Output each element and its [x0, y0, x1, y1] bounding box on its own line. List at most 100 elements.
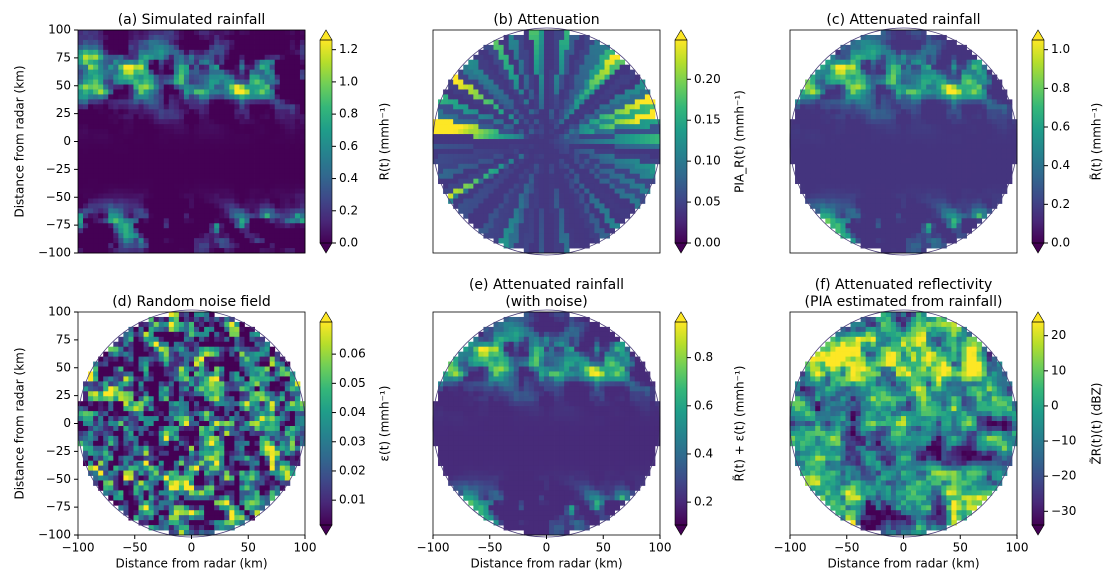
field-cell: [173, 139, 180, 145]
field-cell: [936, 49, 942, 56]
field-cell: [926, 218, 932, 224]
field-cell: [488, 233, 494, 239]
field-cell: [214, 84, 220, 90]
field-cell: [249, 233, 255, 239]
field-cell: [458, 143, 464, 150]
field-cell: [840, 104, 846, 110]
field-cell: [234, 173, 240, 180]
field-cell: [805, 119, 811, 125]
field-cell: [183, 168, 190, 175]
field-cell: [163, 178, 170, 185]
field-cell: [194, 238, 200, 244]
colorbar-tick-label: 0.15: [694, 113, 721, 127]
field-cell: [564, 84, 570, 90]
field-cell: [279, 99, 286, 105]
field-cell: [931, 158, 937, 165]
field-cell: [98, 213, 104, 219]
field-cell: [604, 233, 610, 239]
field-cell: [259, 153, 266, 160]
field-cell: [279, 34, 286, 41]
field-cell: [183, 248, 190, 254]
field-cell: [559, 69, 565, 75]
field-cell: [88, 203, 94, 209]
field-cell: [900, 198, 907, 204]
field-cell: [895, 99, 902, 105]
field-cell: [614, 124, 621, 130]
field-cell: [188, 213, 195, 219]
field-cell: [488, 148, 494, 155]
field-cell: [619, 178, 626, 185]
field-cell: [845, 49, 851, 56]
field-cell: [194, 119, 200, 125]
field-cell: [214, 104, 220, 110]
field-cell: [453, 173, 459, 180]
field-cell: [138, 238, 144, 244]
field-cell: [279, 233, 286, 239]
field-cell: [855, 114, 862, 120]
field-cell: [528, 39, 535, 46]
field-cell: [921, 148, 927, 155]
field-cell: [204, 248, 210, 254]
field-cell: [274, 158, 281, 165]
field-cell: [584, 44, 590, 51]
field-cell: [629, 139, 636, 145]
field-cell: [528, 134, 535, 140]
field-cell: [528, 238, 535, 244]
field-cell: [88, 139, 94, 145]
field-cell: [128, 158, 134, 165]
field-cell: [936, 178, 942, 185]
field-cell: [93, 109, 99, 115]
field-cell: [895, 124, 902, 130]
field-cell: [790, 134, 796, 140]
field-cell: [880, 143, 887, 150]
field-cell: [93, 153, 99, 160]
field-cell: [128, 213, 134, 219]
field-cell: [936, 109, 942, 115]
field-cell: [538, 84, 545, 90]
field-cell: [448, 198, 454, 204]
field-cell: [503, 84, 510, 90]
field-cell: [78, 84, 84, 90]
field-cell: [128, 99, 134, 105]
field-cell: [956, 178, 962, 185]
field-cell: [855, 198, 862, 204]
field-cell: [549, 158, 555, 165]
field-cell: [584, 104, 590, 110]
field-cell: [805, 84, 811, 90]
field-cell: [543, 44, 550, 51]
field-cell: [579, 84, 585, 90]
field-cell: [518, 233, 525, 239]
field-cell: [946, 223, 952, 229]
field-cell: [946, 44, 952, 51]
field-cell: [133, 183, 139, 189]
field-cell: [916, 168, 922, 175]
field-cell: [825, 109, 831, 115]
field-cell: [204, 69, 210, 75]
field-cell: [906, 208, 912, 214]
field-cell: [845, 74, 851, 80]
field-cell: [513, 59, 520, 66]
field-cell: [153, 74, 160, 80]
field-cell: [194, 208, 200, 214]
field-cell: [143, 94, 150, 100]
field-cell: [113, 158, 119, 165]
field-cell: [108, 228, 114, 234]
field-cell: [269, 158, 276, 165]
field-cell: [579, 99, 585, 105]
field-cell: [599, 54, 605, 61]
field-cell: [594, 158, 600, 165]
field-cell: [609, 64, 615, 71]
field-cell: [214, 243, 220, 249]
field-cell: [654, 119, 661, 125]
field-cell: [589, 218, 595, 224]
field-cell: [528, 49, 535, 56]
field-cell: [644, 168, 651, 175]
field-cell: [574, 79, 580, 85]
field-cell: [83, 49, 89, 56]
field-cell: [533, 104, 540, 110]
field-cell: [219, 119, 225, 125]
field-cell: [133, 109, 139, 115]
field-cell: [629, 168, 636, 175]
field-cell: [143, 84, 150, 90]
field-cell: [158, 158, 165, 165]
